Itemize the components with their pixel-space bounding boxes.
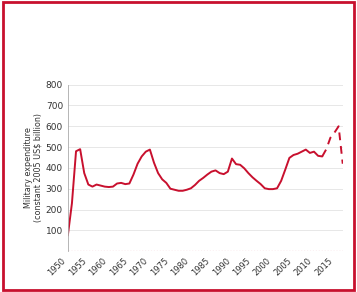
Text: US MILITARY SPENDING, 1950–: US MILITARY SPENDING, 1950– xyxy=(18,22,258,36)
Y-axis label: Military expenditure
(constant 2005 US$ billion): Military expenditure (constant 2005 US$ … xyxy=(24,113,43,223)
Text: 2017: 2017 xyxy=(18,50,57,64)
